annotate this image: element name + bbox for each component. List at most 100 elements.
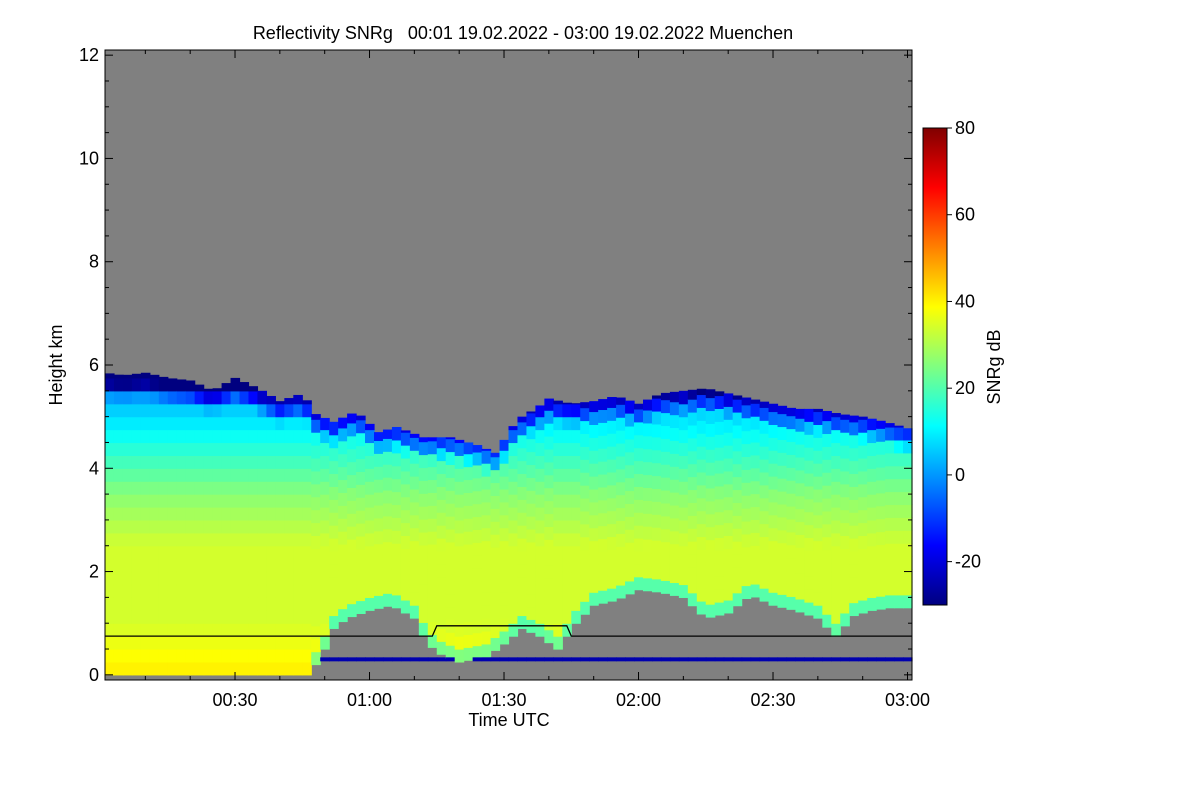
heatmap-cell [230,494,241,508]
clutter-cell [813,657,823,662]
heatmap-cell [759,471,770,486]
heatmap-cell [876,441,886,455]
colorbar-gradient [922,127,948,606]
heatmap-cell [140,584,151,598]
heatmap-cell [409,450,420,464]
heatmap-cell [131,532,142,547]
heatmap-cell [239,623,250,637]
heatmap-cell [266,507,276,521]
heatmap-cell [750,583,761,598]
heatmap-cell [562,597,572,611]
heatmap-cell [553,623,563,637]
heatmap-cell [786,544,797,559]
heatmap-cell [535,405,545,418]
clutter-cell [822,657,832,662]
heatmap-cell [723,406,734,420]
heatmap-cell [589,514,599,529]
heatmap-cell [427,556,438,571]
heatmap-cell [167,649,178,663]
heatmap-cell [526,411,536,414]
heatmap-cell [696,523,707,538]
heatmap-cell [185,442,196,456]
heatmap-cell [535,584,545,598]
heatmap-cell [149,481,160,495]
heatmap-cell [687,554,698,568]
heatmap-cell [876,420,886,429]
heatmap-cell [248,386,259,392]
heatmap-cell [329,602,339,617]
heatmap-cell [194,468,205,482]
heatmap-cell [454,494,465,508]
heatmap-cell [777,452,788,466]
heatmap-cell [840,599,850,614]
heatmap-cell [463,634,474,648]
heatmap-cell [526,451,536,466]
heatmap-cell [356,535,366,550]
heatmap-cell [418,480,429,494]
heatmap-cell [248,623,259,637]
heatmap-cell [553,636,563,650]
heatmap-cell [616,455,626,470]
heatmap-cell [445,437,456,440]
heatmap-cell [427,595,438,610]
heatmap-cell [580,536,590,551]
heatmap-cell [553,468,563,482]
heatmap-cell [876,583,886,597]
heatmap-cell [221,390,232,405]
heatmap-cell [795,521,805,535]
heatmap-cell [463,505,474,519]
heatmap-cell [786,583,797,597]
heatmap-cell [194,455,205,469]
heatmap-cell [320,610,330,624]
heatmap-cell [885,465,895,480]
heatmap-cell [813,476,823,490]
heatmap-cell [562,558,572,573]
heatmap-cell [759,536,770,550]
heatmap-cell [616,559,626,573]
heatmap-cell [544,436,554,450]
heatmap-cell [257,507,267,521]
heatmap-cell [311,509,321,524]
heatmap-cell [732,450,743,465]
heatmap-cell [867,545,877,560]
heatmap-cell [167,468,178,482]
heatmap-cell [813,437,823,451]
heatmap-cell [580,497,590,512]
heatmap-cell [472,464,483,479]
heatmap-cell [329,473,339,487]
heatmap-cell [418,506,429,520]
heatmap-cell [625,580,635,595]
heatmap-cell [705,397,716,412]
heatmap-cell [230,636,241,650]
heatmap-cell [696,407,707,421]
heatmap-cell [885,426,895,441]
heatmap-cell [284,584,294,598]
heatmap-cell [382,554,393,569]
heatmap-cell [732,579,743,594]
heatmap-cell [105,661,115,676]
heatmap-cell [113,571,124,586]
heatmap-cell [544,474,554,489]
heatmap-cell [508,468,519,482]
heatmap-cell [643,564,653,579]
heatmap-cell [822,601,832,615]
heatmap-cell [302,429,312,444]
heatmap-cell [777,405,788,415]
heatmap-cell [122,597,133,611]
heatmap-cell [131,468,142,482]
heatmap-cell [723,393,734,407]
heatmap-cell [382,567,393,581]
heatmap-cell [239,481,250,495]
heatmap-cell [266,558,276,573]
heatmap-cell [454,623,465,637]
heatmap-cell [544,448,554,463]
heatmap-cell [804,524,814,539]
heatmap-cell [768,437,779,451]
heatmap-cell [777,413,788,428]
heatmap-cell [750,399,761,404]
heatmap-cell [454,439,465,444]
heatmap-cell [140,429,151,444]
heatmap-cell [149,468,160,482]
heatmap-cell [185,610,196,624]
